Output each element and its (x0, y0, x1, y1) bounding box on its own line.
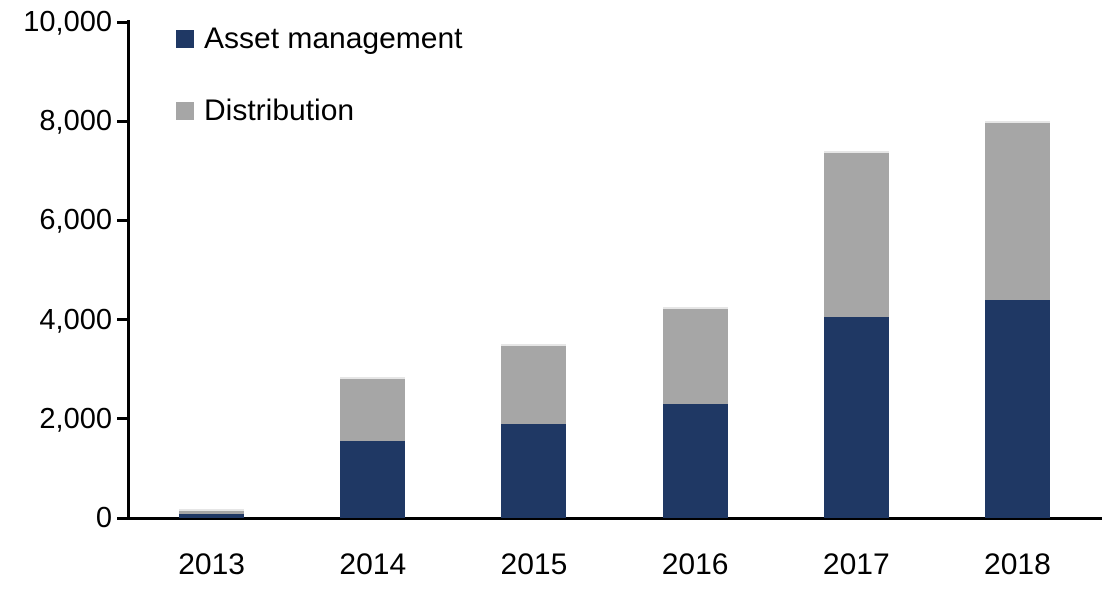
bar-2018-distribution (984, 121, 1050, 300)
x-axis-label-2016: 2016 (661, 548, 729, 581)
y-tick-2,000 (117, 417, 130, 421)
y-tick-8,000 (117, 119, 130, 123)
y-axis-label-8,000: 8,000 (39, 105, 112, 138)
y-axis-label-6,000: 6,000 (39, 204, 112, 237)
legend-item-distribution: Distribution (176, 94, 462, 127)
x-axis-label-2018: 2018 (984, 548, 1051, 581)
y-axis (127, 20, 130, 520)
y-tick-10,000 (117, 20, 130, 24)
y-tick-6,000 (117, 218, 130, 222)
y-axis-label-0: 0 (95, 502, 112, 534)
bar-2014-asset-management (340, 441, 406, 518)
bar-2015-distribution (501, 344, 567, 424)
x-axis-label-2017: 2017 (822, 548, 890, 581)
y-tick-4,000 (117, 318, 130, 322)
bar-2015-asset-management (501, 423, 567, 518)
bar-2013-distribution (179, 508, 245, 514)
bar-2016-asset-management (662, 403, 728, 518)
legend: Asset management Distribution (176, 22, 463, 170)
legend-swatch-asset-management (176, 30, 194, 48)
bar-2017-asset-management (823, 317, 889, 518)
bar-2013-asset-management (179, 514, 245, 518)
bar-2017-distribution (823, 150, 889, 318)
y-tick-0 (117, 516, 130, 520)
y-axis-label-2,000: 2,000 (39, 402, 112, 435)
bar-2018-asset-management (984, 299, 1050, 518)
bar-2016-distribution (662, 307, 728, 404)
x-axis-label-2015: 2015 (500, 548, 568, 581)
legend-swatch-distribution (176, 102, 194, 120)
x-axis-label-2013: 2013 (178, 548, 245, 581)
legend-item-asset-management: Asset management (176, 22, 463, 55)
y-axis-label-10,000: 10,000 (23, 6, 112, 38)
legend-label-asset-management: Asset management (204, 22, 463, 55)
bar-2014-distribution (340, 376, 406, 442)
x-axis-label-2014: 2014 (339, 548, 407, 581)
y-axis-label-4,000: 4,000 (39, 303, 112, 336)
x-axis (127, 517, 1102, 520)
legend-label-distribution: Distribution (204, 94, 355, 127)
